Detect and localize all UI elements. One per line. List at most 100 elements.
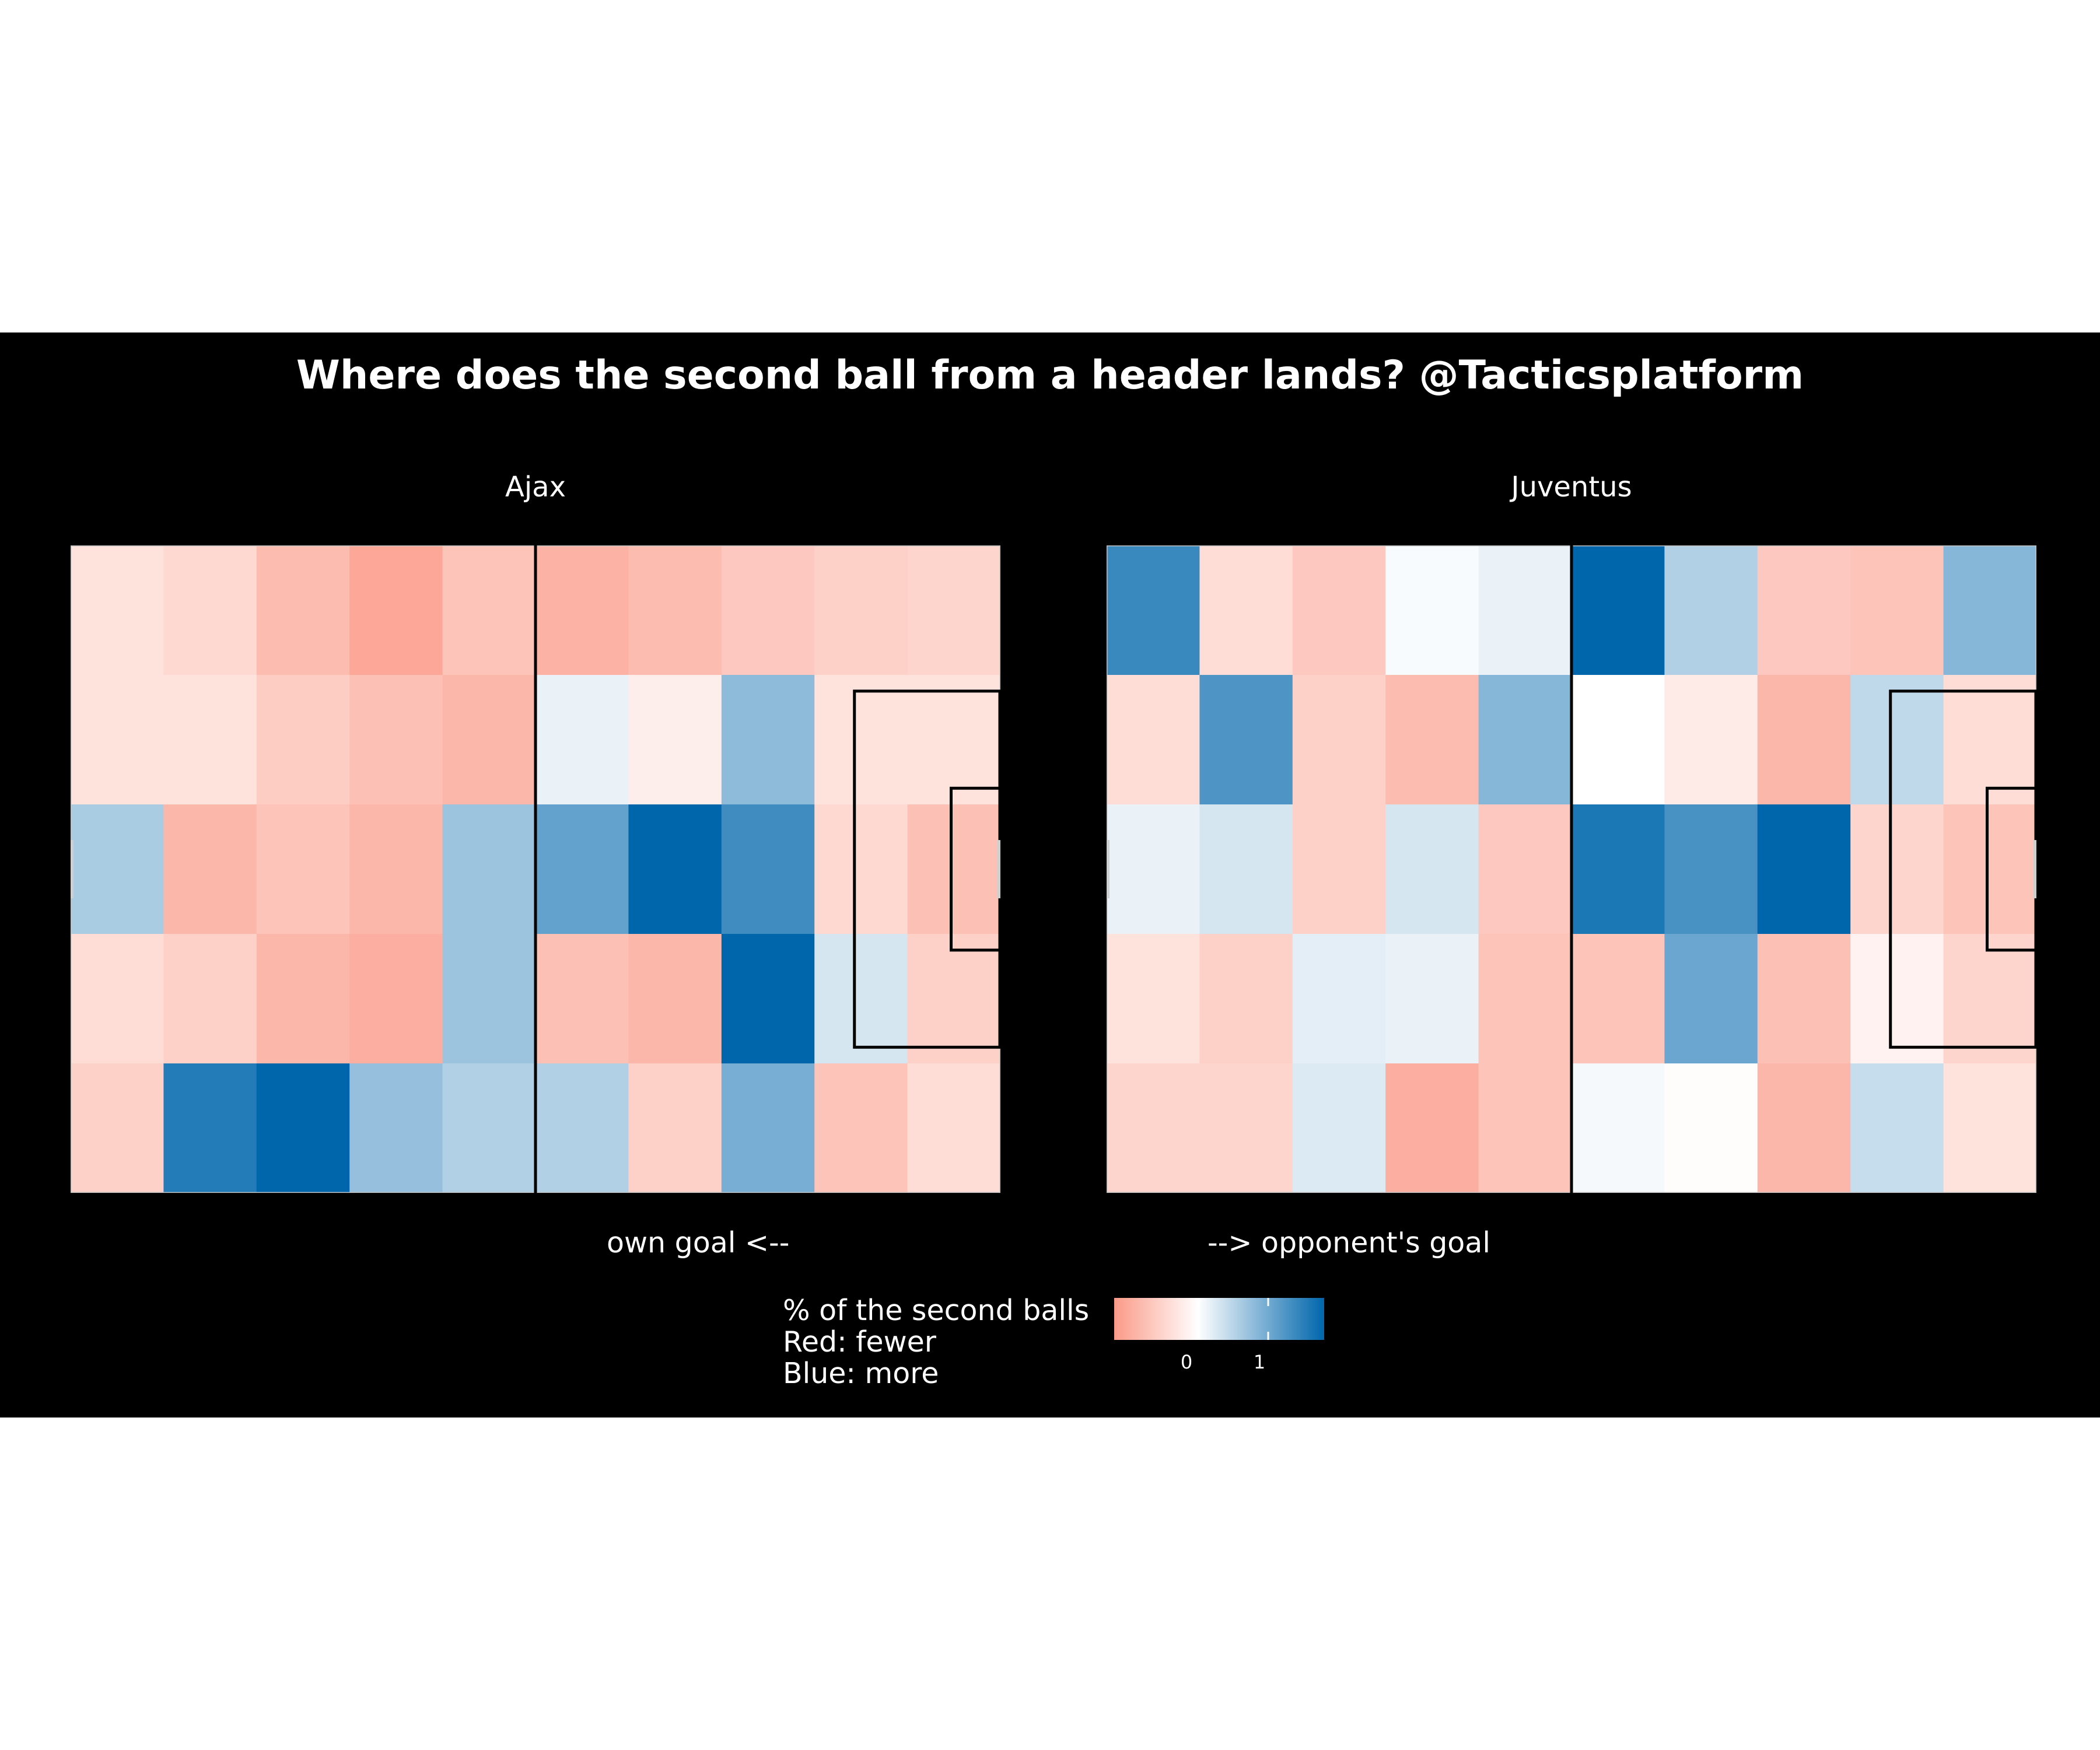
legend-title-line: Blue: more — [783, 1357, 939, 1390]
heatmap-cell — [1199, 545, 1293, 676]
heatmap-cell — [71, 934, 164, 1064]
heatmap-cell — [163, 545, 257, 676]
heatmap-cell — [71, 675, 164, 805]
heatmap-cell — [1385, 675, 1479, 805]
heatmap-cell — [1107, 675, 1200, 805]
heatmap-cell — [1664, 1063, 1758, 1193]
heatmap-cell — [256, 804, 350, 935]
heatmap-cell — [628, 1063, 722, 1193]
goal-right — [2034, 840, 2036, 898]
heatmap-cell — [1664, 545, 1758, 676]
heatmap-cell — [1850, 675, 1944, 805]
heatmap-cell — [1664, 804, 1758, 935]
heatmap-cell — [442, 1063, 536, 1193]
heatmap-cell — [628, 545, 722, 676]
heatmap-cell — [442, 804, 536, 935]
heatmap-cell — [163, 675, 257, 805]
heatmap-cell — [721, 934, 815, 1064]
heatmap-cell — [1572, 1063, 1665, 1193]
heatmap-cell — [1385, 934, 1479, 1064]
heatmap-cell — [628, 934, 722, 1064]
heatmap-cell — [1943, 934, 2036, 1064]
legend-tick-label: 1 — [1253, 1351, 1266, 1373]
heatmap-cell — [256, 545, 350, 676]
goal-right — [998, 840, 1000, 898]
legend-title-line: Red: fewer — [783, 1325, 936, 1359]
heatmap-cell — [536, 1063, 629, 1193]
heatmap-cell — [536, 545, 629, 676]
heatmap-cell — [349, 545, 443, 676]
heatmap-cell — [1292, 804, 1386, 935]
facet-title-juventus: Juventus — [1511, 471, 1632, 503]
heatmap-cell — [721, 1063, 815, 1193]
heatmap-cell — [907, 804, 1000, 935]
heatmap-cell — [1757, 545, 1851, 676]
chart-title: Where does the second ball from a header… — [296, 352, 1804, 398]
heatmap-cell — [442, 934, 536, 1064]
heatmap-cell — [349, 804, 443, 935]
heatmap-cell — [1478, 804, 1572, 935]
heatmap-cell — [1664, 675, 1758, 805]
heatmap-cell — [814, 934, 908, 1064]
goal-left — [71, 840, 74, 898]
heatmap-cell — [163, 1063, 257, 1193]
heatmap-cell — [1107, 1063, 1200, 1193]
heatmap-cell — [1943, 1063, 2036, 1193]
heatmap-cell — [1292, 545, 1386, 676]
heatmap-cell — [536, 675, 629, 805]
heatmap-cell — [1850, 545, 1944, 676]
heatmap-cell — [1107, 804, 1200, 935]
heatmap-cell — [907, 1063, 1000, 1193]
heatmap-cell — [1107, 934, 1200, 1064]
heatmap-cell — [907, 934, 1000, 1064]
heatmap-cell — [1943, 804, 2036, 935]
legend-gradient — [1114, 1298, 1324, 1340]
heatmap-cell — [536, 934, 629, 1064]
heatmap-cell — [628, 804, 722, 935]
heatmap-cell — [71, 1063, 164, 1193]
heatmap-cell — [1757, 934, 1851, 1064]
heatmap-cell — [1478, 675, 1572, 805]
heatmap-cell — [442, 545, 536, 676]
heatmap-cell — [256, 675, 350, 805]
heatmap-cell — [1385, 804, 1479, 935]
heatmap-cell — [442, 675, 536, 805]
heatmap-cell — [814, 1063, 908, 1193]
heatmap-cell — [71, 545, 164, 676]
heatmap-cell — [349, 1063, 443, 1193]
heatmap-cell — [1292, 675, 1386, 805]
facet-title-ajax: Ajax — [505, 471, 566, 503]
heatmap-cell — [71, 804, 164, 935]
heatmap-cell — [1478, 545, 1572, 676]
legend-colorbar — [1114, 1298, 1324, 1340]
heatmap-cell — [1572, 545, 1665, 676]
heatmap-cell — [1292, 1063, 1386, 1193]
heatmap-cell — [1199, 804, 1293, 935]
heatmap-cell — [1292, 934, 1386, 1064]
heatmap-cell — [1664, 934, 1758, 1064]
heatmap-cell — [721, 675, 815, 805]
heatmap-cell — [1943, 675, 2036, 805]
heatmap-cell — [814, 804, 908, 935]
heatmap-cell — [1572, 804, 1665, 935]
heatmap-cell — [814, 675, 908, 805]
heatmap-cell — [536, 804, 629, 935]
heatmap-cell — [1478, 1063, 1572, 1193]
heatmap-cell — [721, 545, 815, 676]
heatmap-cell — [1385, 1063, 1479, 1193]
x-axis-caption-left: own goal <-- — [607, 1226, 790, 1259]
legend-title: % of the second balls Red: fewer Blue: m… — [783, 1295, 1089, 1390]
heatmap-cell — [1199, 1063, 1293, 1193]
heatmap-cell — [1199, 675, 1293, 805]
heatmap-cell — [256, 1063, 350, 1193]
heatmap-cell — [349, 675, 443, 805]
heatmap-cell — [1757, 1063, 1851, 1193]
heatmap-cell — [163, 934, 257, 1064]
heatmap-cell — [1757, 675, 1851, 805]
heatmap-cell — [1850, 1063, 1944, 1193]
heatmap-cell — [256, 934, 350, 1064]
pitch-heatmap-ajax — [71, 545, 1000, 1193]
heatmap-cell — [1572, 675, 1665, 805]
heatmap-cell — [907, 675, 1000, 805]
legend-tick-label: 0 — [1180, 1351, 1193, 1373]
